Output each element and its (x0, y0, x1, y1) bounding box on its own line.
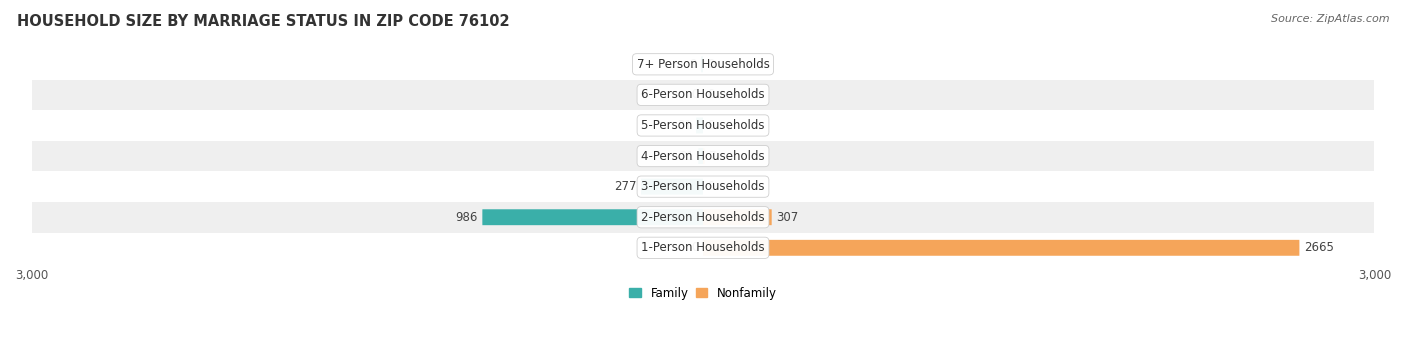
Text: HOUSEHOLD SIZE BY MARRIAGE STATUS IN ZIP CODE 76102: HOUSEHOLD SIZE BY MARRIAGE STATUS IN ZIP… (17, 14, 509, 29)
Text: 2-Person Households: 2-Person Households (641, 211, 765, 224)
Text: 21: 21 (679, 150, 693, 163)
FancyBboxPatch shape (703, 209, 772, 225)
FancyBboxPatch shape (482, 209, 703, 225)
Text: 0: 0 (707, 88, 714, 101)
Bar (31, 110, 1375, 141)
Bar (31, 80, 1375, 110)
Text: 0: 0 (707, 119, 714, 132)
FancyBboxPatch shape (703, 148, 704, 164)
Bar (31, 233, 1375, 263)
Bar (31, 49, 1375, 80)
Text: 6-Person Households: 6-Person Households (641, 88, 765, 101)
Text: 2665: 2665 (1303, 241, 1334, 254)
Bar (31, 141, 1375, 171)
Text: 9: 9 (689, 58, 696, 71)
FancyBboxPatch shape (699, 148, 703, 164)
Text: 277: 277 (614, 180, 637, 193)
FancyBboxPatch shape (696, 118, 703, 133)
Text: 0: 0 (692, 241, 699, 254)
Text: 0: 0 (707, 58, 714, 71)
Text: 7: 7 (709, 150, 717, 163)
Bar (31, 202, 1375, 233)
Text: 4-Person Households: 4-Person Households (641, 150, 765, 163)
Bar (31, 171, 1375, 202)
Text: 31: 31 (676, 119, 692, 132)
Text: 0: 0 (692, 88, 699, 101)
Text: 986: 986 (456, 211, 478, 224)
FancyBboxPatch shape (702, 56, 703, 72)
Text: 7+ Person Households: 7+ Person Households (637, 58, 769, 71)
Text: 3-Person Households: 3-Person Households (641, 180, 765, 193)
Text: Source: ZipAtlas.com: Source: ZipAtlas.com (1271, 14, 1389, 23)
Text: 5-Person Households: 5-Person Households (641, 119, 765, 132)
Text: 307: 307 (776, 211, 799, 224)
Legend: Family, Nonfamily: Family, Nonfamily (624, 282, 782, 304)
Text: 1-Person Households: 1-Person Households (641, 241, 765, 254)
Text: 0: 0 (707, 180, 714, 193)
FancyBboxPatch shape (703, 240, 1299, 256)
FancyBboxPatch shape (641, 179, 703, 194)
